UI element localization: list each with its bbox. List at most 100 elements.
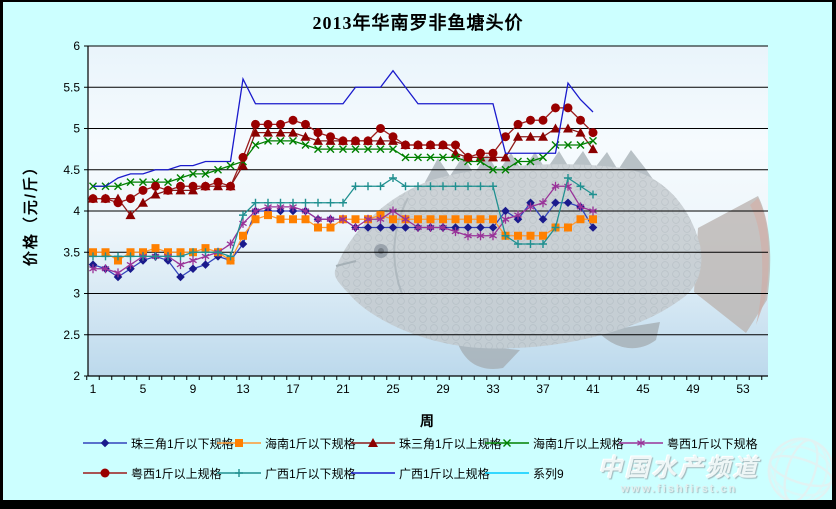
- marker-circle: [201, 181, 210, 191]
- marker-diamond: [363, 223, 373, 232]
- marker-circle: [463, 152, 473, 162]
- marker-plus: [351, 182, 360, 191]
- marker-triangle: [313, 135, 323, 145]
- marker-square: [226, 256, 235, 265]
- marker-circle: [438, 140, 448, 150]
- series-markers-yuexi-over: [88, 103, 598, 208]
- marker-square: [264, 211, 272, 220]
- marker-x: [289, 136, 297, 145]
- marker-circle: [588, 128, 598, 138]
- marker-x: [339, 145, 347, 154]
- marker-circle: [151, 181, 160, 191]
- marker-star: [301, 206, 310, 216]
- marker-x: [539, 153, 547, 162]
- marker-square: [576, 215, 585, 224]
- marker-square: [239, 231, 247, 240]
- marker-plus: [264, 198, 272, 207]
- marker-plus: [251, 198, 260, 207]
- marker-square: [326, 223, 335, 232]
- marker-x: [164, 178, 172, 187]
- legend-label: 珠三角1斤以上规格: [399, 436, 502, 451]
- legend-label: 海南1斤以上规格: [533, 436, 624, 451]
- marker-star: [189, 256, 197, 265]
- marker-triangle: [300, 131, 311, 141]
- marker-square: [476, 215, 485, 224]
- marker-circle: [301, 119, 310, 129]
- y-tick-label: 3: [73, 287, 80, 301]
- marker-square: [89, 248, 97, 257]
- marker-plus: [501, 231, 510, 240]
- marker-plus: [89, 252, 97, 261]
- marker-circle: [526, 115, 535, 125]
- marker-plus: [551, 223, 560, 232]
- marker-x: [176, 174, 185, 182]
- marker-circle: [426, 140, 435, 150]
- legend-marker-star-icon: [619, 438, 663, 448]
- globe-icon: [767, 437, 832, 500]
- marker-square: [589, 215, 597, 224]
- marker-diamond: [488, 223, 498, 232]
- legend-row: 珠三角1斤以下规格 海南1斤以下规格 珠三角1斤以上规格 海南1斤以上规格 粤西1斤以下…: [82, 428, 802, 458]
- y-tick-label: 4.5: [63, 163, 80, 177]
- marker-plus: [226, 252, 235, 261]
- marker-square: [539, 231, 547, 240]
- marker-star: [576, 202, 585, 212]
- marker-star: [426, 223, 435, 232]
- marker-star: [439, 223, 447, 232]
- marker-star: [489, 231, 497, 241]
- x-tick-label: 1: [90, 382, 97, 396]
- marker-square: [514, 231, 522, 240]
- marker-triangle: [238, 160, 248, 170]
- marker-diamond: [376, 223, 385, 232]
- marker-x: [401, 153, 410, 162]
- legend-marker-circle-icon: [83, 468, 127, 478]
- watermark: 中国水产频道 www.fishfirst.cn: [598, 432, 832, 500]
- x-tick-label: 45: [636, 382, 650, 396]
- marker-circle: [213, 177, 223, 187]
- x-axis-title: 周: [420, 413, 434, 429]
- marker-x: [264, 136, 272, 145]
- marker-x: [451, 153, 460, 162]
- marker-square: [351, 215, 360, 224]
- marker-star: [101, 264, 110, 274]
- marker-triangle: [125, 210, 136, 220]
- marker-plus: [151, 252, 160, 261]
- marker-diamond: [401, 223, 410, 232]
- marker-diamond: [388, 223, 398, 232]
- marker-star: [389, 206, 397, 216]
- marker-plus: [464, 182, 472, 191]
- marker-triangle: [538, 131, 548, 141]
- legend-label: 粤西1斤以上规格: [131, 466, 222, 481]
- marker-circle: [351, 136, 360, 146]
- marker-star: [89, 264, 97, 274]
- marker-plus: [314, 198, 322, 207]
- marker-star: [126, 260, 135, 270]
- marker-x: [201, 169, 210, 178]
- marker-star: [251, 206, 260, 216]
- watermark-text: 中国水产频道 www.fishfirst.cn: [598, 448, 760, 495]
- marker-plus: [451, 182, 460, 191]
- marker-star: [414, 223, 422, 232]
- marker-plus: [139, 252, 147, 261]
- marker-plus: [476, 182, 485, 191]
- legend-marker-line-icon: [485, 472, 529, 474]
- marker-x: [489, 165, 497, 174]
- marker-square: [301, 215, 310, 224]
- legend-item-guangxi-over: 广西1斤以上规格: [350, 465, 490, 482]
- marker-x: [189, 169, 197, 178]
- marker-star: [401, 214, 410, 224]
- legend-item-yuexi-over: 粤西1斤以上规格: [82, 465, 222, 482]
- x-tick-label: 33: [486, 382, 500, 396]
- marker-star: [514, 210, 522, 220]
- marker-diamond: [188, 264, 198, 274]
- series-markers-hainan-over: [89, 136, 597, 191]
- fish-tail-fin: [694, 196, 771, 333]
- marker-plus: [389, 174, 397, 182]
- legend-item-yuexi-under: 粤西1斤以下规格: [618, 435, 758, 452]
- y-tick-label: 5: [73, 122, 80, 136]
- marker-star: [464, 231, 472, 241]
- marker-plus: [526, 240, 535, 248]
- marker-circle: [288, 115, 298, 125]
- marker-x: [326, 145, 335, 154]
- marker-triangle: [575, 127, 586, 137]
